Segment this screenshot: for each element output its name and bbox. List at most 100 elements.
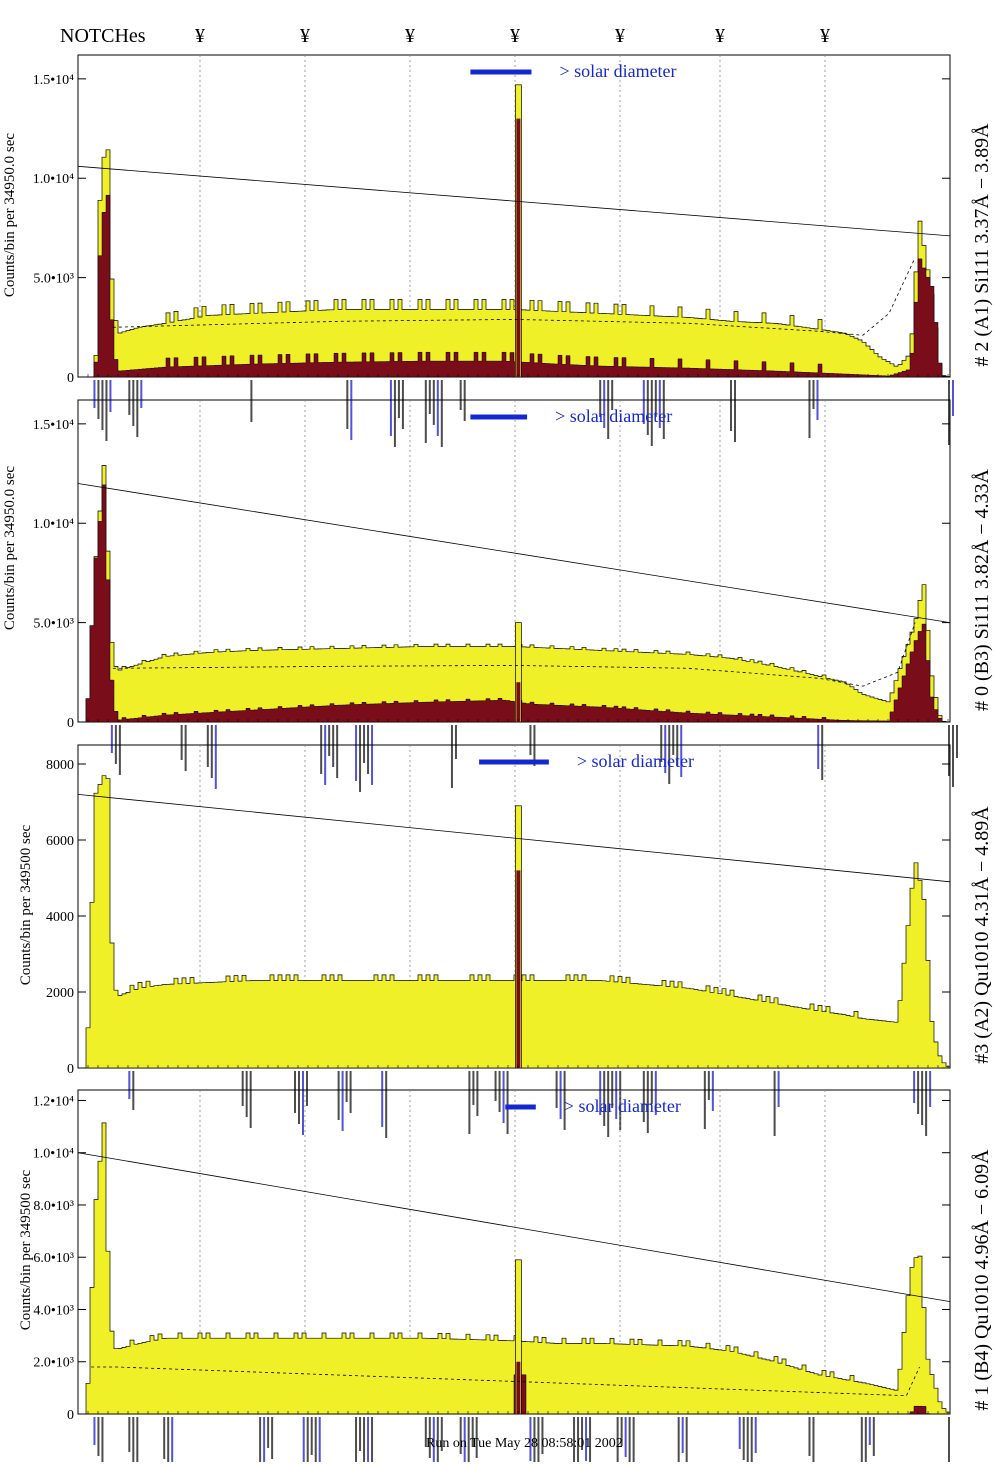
spectral-line-label xyxy=(432,1417,435,1467)
histogram-total-series xyxy=(78,465,951,723)
spectral-line-label xyxy=(868,1417,871,1445)
spectral-line-label xyxy=(654,1071,657,1115)
spectral-line-label xyxy=(589,1417,592,1467)
spectral-line-label xyxy=(93,380,96,408)
spectral-line-label xyxy=(821,725,824,780)
y-tick-label: 1.0•10⁴ xyxy=(33,172,74,187)
y-axis-label: Counts/bin per 34950.0 sec xyxy=(2,466,18,630)
spectral-line-label xyxy=(615,1071,618,1119)
spectral-line-label xyxy=(620,1417,623,1446)
spectral-line-label xyxy=(314,1417,317,1466)
spectral-line-label xyxy=(336,725,339,778)
spectral-line-label xyxy=(132,1417,135,1463)
spectral-line-label xyxy=(371,1417,374,1467)
spectral-line-label xyxy=(860,1417,863,1463)
y-tick-label: 0 xyxy=(67,1408,74,1423)
spectral-line-label xyxy=(611,380,614,410)
spectral-line-label xyxy=(624,1417,627,1457)
spectral-line-label xyxy=(925,1071,928,1136)
spectral-line-label xyxy=(599,380,602,417)
solar-diameter-label: > solar diameter xyxy=(559,61,676,81)
spectral-line-label xyxy=(163,1417,166,1459)
y-tick-label: 0 xyxy=(67,1062,74,1077)
spectral-line-label xyxy=(184,725,187,771)
spectral-line-label xyxy=(707,1071,710,1100)
y-tick-label: 1.0•10⁴ xyxy=(33,517,74,532)
y-tick-label: 2.0•10³ xyxy=(33,1356,74,1371)
spectral-line-label xyxy=(808,380,811,438)
spectral-line-label xyxy=(350,380,353,440)
spectral-line-label xyxy=(734,380,736,442)
y-tick-label: 4.0•10³ xyxy=(33,1303,74,1318)
y-tick-label: 2000 xyxy=(46,986,74,1001)
spectral-line-label xyxy=(459,380,462,410)
panel-title: #3 (A2) Qu1010 4.31Å − 4.89Å xyxy=(971,806,993,1064)
histogram-filtered-series xyxy=(78,484,951,723)
central-peak-filtered xyxy=(516,1361,521,1414)
spectral-line-label xyxy=(454,725,457,759)
y-axis-label: Counts/bin per 349500 sec xyxy=(18,824,34,985)
spectral-line-label xyxy=(318,1417,321,1467)
spectral-line-label xyxy=(603,380,606,428)
spectral-line-label xyxy=(872,1417,875,1456)
spectral-line-label xyxy=(533,1417,536,1467)
spectral-line-label xyxy=(658,380,661,428)
spectral-line-label xyxy=(171,1417,174,1467)
spectral-line-label xyxy=(817,725,820,769)
spectral-line-label xyxy=(642,380,645,424)
histogram-filtered-series xyxy=(78,194,951,378)
spectral-line-label xyxy=(428,1417,431,1458)
spectral-line-label xyxy=(498,1071,501,1112)
spectral-line-label xyxy=(662,380,665,439)
spectral-line-label xyxy=(952,725,954,787)
spectral-line-label xyxy=(777,1071,780,1107)
spectral-line-label xyxy=(341,1071,344,1131)
spectral-line-label xyxy=(703,1071,706,1129)
spectral-line-label xyxy=(263,1417,266,1467)
spectral-line-label xyxy=(371,725,374,785)
spectral-line-label xyxy=(140,380,143,408)
spectral-line-label xyxy=(302,1071,304,1135)
spectral-line-label xyxy=(306,1071,308,1106)
spectral-line-label xyxy=(298,1071,300,1124)
notch-marker-4: ¥ xyxy=(510,25,520,47)
spectral-line-label xyxy=(642,1071,645,1122)
spectral-line-label xyxy=(450,725,453,788)
spectral-line-label xyxy=(607,380,610,439)
spectral-line-label xyxy=(132,380,135,426)
spectral-line-label xyxy=(110,725,113,753)
solar-diameter-label: > solar diameter xyxy=(555,406,672,426)
y-tick-label: 4000 xyxy=(46,910,74,925)
spectral-line-label xyxy=(302,1417,305,1467)
central-peak-filtered xyxy=(516,870,521,1068)
spectral-line-label xyxy=(271,1417,274,1459)
spectral-line-label xyxy=(646,1071,649,1133)
histogram-filtered-series xyxy=(78,1374,950,1415)
spectral-line-label xyxy=(294,1071,296,1113)
spectral-line-label xyxy=(97,1417,100,1456)
spectral-line-label xyxy=(428,380,431,414)
spectral-line-label xyxy=(537,1417,540,1467)
spectral-line-label xyxy=(677,1417,680,1467)
spectral-line-label xyxy=(628,1417,631,1467)
spectral-line-label xyxy=(650,1071,653,1104)
panel-1: > solar diameter 0 5.0•10³ 1.0•10⁴ 1.5•10⁴ Co… xyxy=(2,54,993,447)
spectral-line-label xyxy=(468,1071,471,1134)
spectral-line-label xyxy=(917,1071,920,1114)
spectral-line-label xyxy=(359,725,362,792)
spectral-line-label xyxy=(389,380,392,436)
spectral-line-label xyxy=(105,380,108,441)
spectral-line-label xyxy=(436,380,439,436)
y-axis-label: Counts/bin per 34950.0 sec xyxy=(2,133,18,297)
spectral-line-label xyxy=(250,380,253,422)
histogram-total-series xyxy=(78,1122,951,1415)
spectral-line-label xyxy=(660,725,663,762)
spectral-line-label xyxy=(355,1417,358,1467)
spectral-line-label xyxy=(128,380,131,415)
spectral-line-label xyxy=(577,1417,580,1467)
spectral-line-label xyxy=(210,725,213,778)
spectral-line-label xyxy=(475,1417,478,1458)
panel-title: # 0 (B3) Si111 3.82Å − 4.33Å xyxy=(971,468,993,711)
notch-marker-2: ¥ xyxy=(300,25,310,47)
